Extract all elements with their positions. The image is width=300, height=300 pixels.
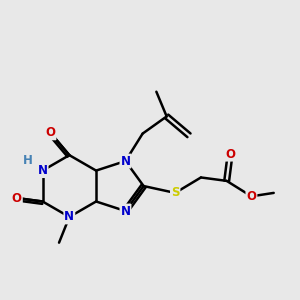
Text: N: N [121, 154, 130, 167]
Text: N: N [121, 205, 130, 218]
Text: H: H [23, 154, 33, 167]
Text: N: N [64, 210, 74, 224]
Text: O: O [246, 190, 256, 203]
Text: S: S [171, 186, 179, 200]
Text: O: O [225, 148, 235, 160]
Text: O: O [12, 192, 22, 205]
Text: O: O [46, 126, 56, 139]
Text: N: N [38, 164, 48, 177]
